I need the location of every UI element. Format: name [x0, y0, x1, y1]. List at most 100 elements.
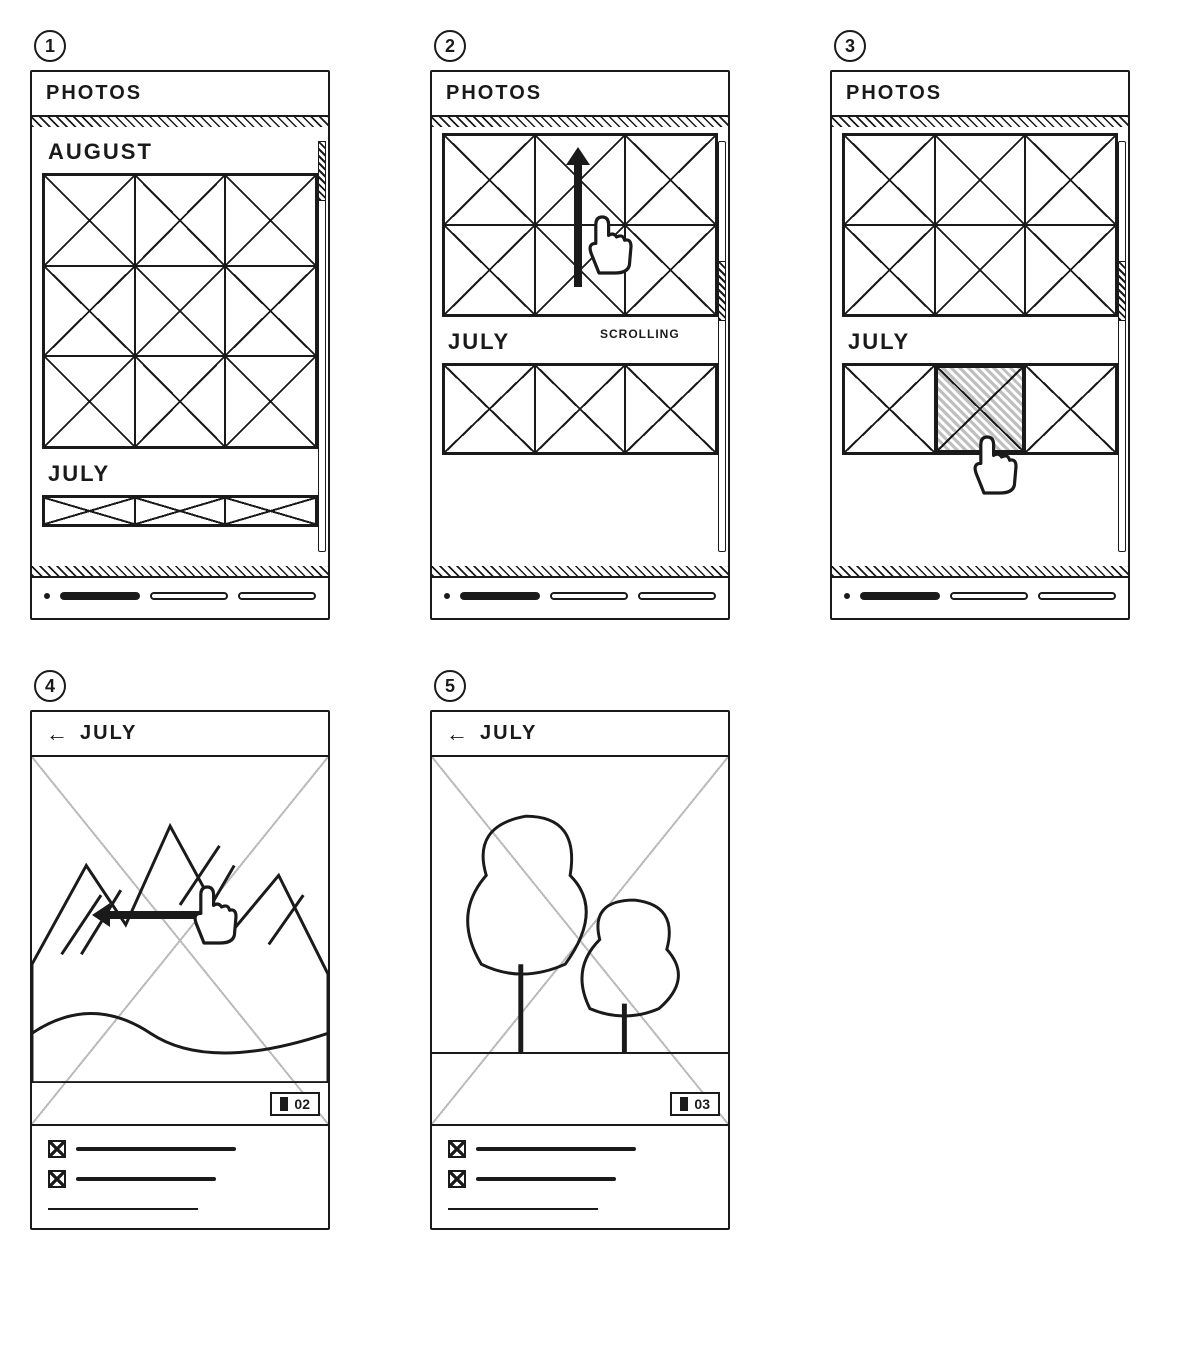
nav-indicator-dot — [44, 593, 50, 599]
scrollbar[interactable] — [1118, 141, 1126, 552]
thumbnail[interactable] — [135, 356, 226, 447]
scroll-body[interactable]: AUGUST JULY — [32, 127, 328, 566]
thumbnail[interactable] — [135, 266, 226, 357]
thumbnail[interactable] — [135, 175, 226, 266]
thumbnail-selected[interactable] — [935, 365, 1026, 453]
back-arrow-icon[interactable]: ← — [446, 723, 470, 745]
checkbox-icon[interactable] — [448, 1170, 466, 1188]
step-badge: 3 — [834, 30, 866, 62]
thumbnail[interactable] — [225, 175, 316, 266]
scrollbar-track — [1118, 141, 1126, 552]
thumbnail[interactable] — [44, 497, 135, 525]
thumbnail[interactable] — [1025, 365, 1116, 453]
phone-mock: PHOTOS AUGUST JULY — [30, 70, 330, 620]
scrollbar-thumb[interactable] — [1118, 261, 1126, 321]
nav-tab-active[interactable] — [860, 592, 940, 600]
thumbnail-grid-clipped[interactable] — [42, 495, 318, 527]
nav-tab[interactable] — [238, 592, 316, 600]
thumbnail[interactable] — [844, 365, 935, 453]
bottom-nav — [32, 576, 328, 618]
app-title: PHOTOS — [846, 82, 942, 105]
thumbnail[interactable] — [625, 225, 716, 315]
thumbnail[interactable] — [844, 135, 935, 225]
thumbnail[interactable] — [625, 365, 716, 453]
month-label-august: AUGUST — [48, 139, 318, 165]
nav-indicator-dot — [844, 593, 850, 599]
frame-3: 3 PHOTOS JULY — [830, 30, 1170, 620]
thumbnail[interactable] — [844, 225, 935, 315]
gesture-annotation: SCROLLING — [600, 327, 680, 341]
checkbox-icon[interactable] — [48, 1170, 66, 1188]
thumbnail-grid[interactable] — [842, 133, 1118, 317]
thumbnail[interactable] — [225, 497, 316, 525]
bottom-nav — [832, 576, 1128, 618]
thumbnail[interactable] — [935, 135, 1026, 225]
app-header: PHOTOS — [832, 72, 1128, 117]
thumbnail-grid[interactable] — [842, 363, 1118, 455]
thumbnail[interactable] — [44, 175, 135, 266]
app-title: JULY — [80, 722, 137, 745]
scrollbar-track — [718, 141, 726, 552]
thumbnail[interactable] — [135, 497, 226, 525]
scrollbar[interactable] — [318, 141, 326, 552]
thumbnail[interactable] — [935, 225, 1026, 315]
counter-mark-icon — [280, 1097, 288, 1111]
scroll-body[interactable]: JULY — [832, 127, 1128, 566]
meta-text-placeholder — [476, 1177, 616, 1181]
thumbnail[interactable] — [444, 135, 535, 225]
frame-2: 2 PHOTOS JULY — [430, 30, 770, 620]
photo-viewer[interactable]: 02 — [32, 757, 328, 1126]
scrollbar-thumb[interactable] — [718, 261, 726, 321]
bottom-nav — [432, 576, 728, 618]
thumbnail[interactable] — [225, 356, 316, 447]
header-shadow — [32, 117, 328, 127]
thumbnail-grid[interactable] — [442, 363, 718, 455]
scroll-body[interactable]: JULY SCROLLING — [432, 127, 728, 566]
meta-row — [448, 1140, 712, 1158]
meta-row — [48, 1140, 312, 1158]
nav-tab[interactable] — [150, 592, 228, 600]
nav-indicator-dot — [444, 593, 450, 599]
frame-5: 5 ← JULY 03 — [430, 670, 770, 1230]
nav-tab[interactable] — [950, 592, 1028, 600]
meta-text-placeholder — [476, 1147, 636, 1151]
photo-counter: 02 — [270, 1092, 320, 1116]
thumbnail[interactable] — [535, 365, 626, 453]
header-shadow — [432, 117, 728, 127]
phone-mock: PHOTOS JULY — [430, 70, 730, 620]
thumbnail[interactable] — [44, 356, 135, 447]
scrollbar[interactable] — [718, 141, 726, 552]
nav-tab[interactable] — [638, 592, 716, 600]
nav-tab[interactable] — [550, 592, 628, 600]
photo-viewer[interactable]: 03 — [432, 757, 728, 1126]
scroll-up-arrow-icon — [570, 147, 586, 287]
meta-row — [448, 1170, 712, 1188]
nav-tab-active[interactable] — [60, 592, 140, 600]
thumbnail[interactable] — [444, 225, 535, 315]
photo-meta — [432, 1126, 728, 1228]
app-header: ← JULY — [432, 712, 728, 757]
nav-tab[interactable] — [1038, 592, 1116, 600]
thumbnail[interactable] — [225, 266, 316, 357]
month-label-july: JULY — [48, 461, 318, 487]
footer-shadow — [32, 566, 328, 576]
counter-mark-icon — [680, 1097, 688, 1111]
thumbnail[interactable] — [1025, 135, 1116, 225]
step-badge: 4 — [34, 670, 66, 702]
nav-tab-active[interactable] — [460, 592, 540, 600]
back-arrow-icon[interactable]: ← — [46, 723, 70, 745]
thumbnail[interactable] — [1025, 225, 1116, 315]
scrollbar-thumb[interactable] — [318, 141, 326, 201]
checkbox-icon[interactable] — [448, 1140, 466, 1158]
thumbnail[interactable] — [625, 135, 716, 225]
checkbox-icon[interactable] — [48, 1140, 66, 1158]
step-badge: 1 — [34, 30, 66, 62]
month-label-july: JULY — [848, 329, 1118, 355]
photo-counter: 03 — [670, 1092, 720, 1116]
thumbnail[interactable] — [44, 266, 135, 357]
thumbnail-grid[interactable] — [42, 173, 318, 449]
meta-text-placeholder — [76, 1177, 216, 1181]
footer-shadow — [432, 566, 728, 576]
thumbnail[interactable] — [444, 365, 535, 453]
counter-value: 03 — [694, 1096, 710, 1112]
